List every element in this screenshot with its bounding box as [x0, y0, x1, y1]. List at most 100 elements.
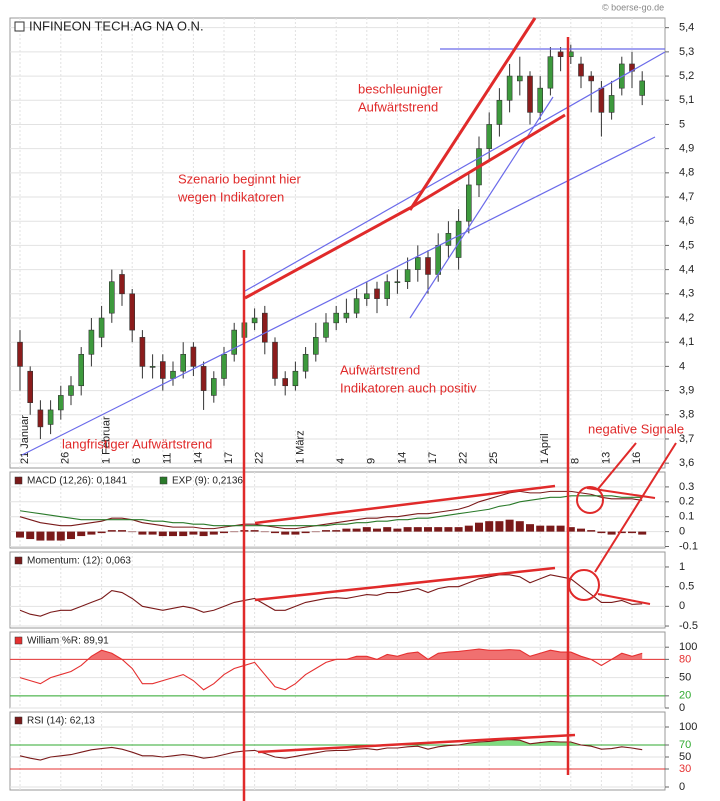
x-tick-label: 22 — [458, 452, 470, 464]
annotation: Indikatoren auch positiv — [340, 380, 477, 395]
red-trend — [244, 206, 411, 300]
overlay: beschleunigter Aufwärtstrend Szenario be… — [21, 17, 684, 801]
candle-body — [557, 51, 564, 58]
red-circle — [568, 569, 600, 601]
y-tick-label: 4,7 — [679, 191, 694, 203]
candle-body — [414, 257, 421, 270]
histogram-bar — [485, 521, 494, 532]
y-tick-label: 0 — [679, 702, 685, 714]
histogram-bar — [169, 531, 177, 537]
x-tick-label: 17 — [427, 452, 439, 464]
x-tick-label: 14 — [192, 452, 204, 464]
y-tick-label: 0.2 — [679, 496, 694, 508]
candle-body — [272, 341, 278, 379]
histogram-bar — [148, 531, 157, 535]
x-tick-label: 26 — [60, 452, 72, 464]
legend-label: Momentum: (12): 0,063 — [27, 556, 131, 567]
y-tick-label: 4 — [679, 360, 685, 372]
candle-body — [261, 312, 268, 343]
x-tick-label: 9 — [366, 458, 378, 464]
histogram-bar — [403, 527, 412, 532]
candle-body — [578, 63, 584, 77]
histogram-bar — [505, 519, 514, 532]
annotation: Szenario beginnt hier — [178, 171, 302, 186]
histogram-bar — [158, 531, 167, 537]
y-tick-label: 3,8 — [679, 409, 694, 421]
y-tick-label: 4,6 — [679, 215, 694, 227]
y-tick-label: 4,5 — [679, 239, 694, 251]
histogram-bar — [332, 530, 341, 532]
candle-body — [149, 366, 156, 368]
histogram-bar — [281, 531, 290, 535]
histogram-bar — [250, 530, 259, 532]
histogram-bar — [87, 531, 96, 535]
histogram-bar — [566, 527, 575, 532]
panel — [9, 711, 666, 791]
watermark: © boerse-go.de — [602, 2, 664, 12]
candle-body — [68, 385, 74, 396]
x-tick-label: 25 — [488, 452, 500, 464]
histogram-bar — [118, 530, 126, 532]
y-tick-label: 3,7 — [679, 433, 694, 445]
histogram-bar — [464, 525, 473, 532]
histogram-bar — [587, 530, 596, 532]
candle-body — [27, 370, 34, 403]
candle-body — [333, 312, 340, 324]
candle-body — [588, 75, 595, 82]
y-tick-label: 100 — [679, 721, 697, 733]
y-tick-label: 4,1 — [679, 336, 694, 348]
annotation: langfristiger Aufwärtstrend — [62, 436, 212, 451]
histogram-bar — [189, 531, 198, 535]
panel — [9, 471, 666, 549]
candle-body — [516, 75, 523, 82]
histogram-bar — [597, 531, 606, 534]
candle-body — [394, 281, 401, 284]
y-tick-label: 50 — [679, 751, 691, 763]
histogram-bar — [434, 527, 443, 532]
candle-body — [404, 269, 411, 283]
histogram-bar — [393, 528, 402, 532]
y-tick-label: 5,1 — [679, 94, 694, 106]
x-tick-label: 16 — [631, 452, 643, 464]
histogram-bar — [67, 531, 75, 540]
annotation: Aufwärtstrend — [340, 362, 420, 377]
red-trend — [257, 733, 576, 754]
y-tick-label: 5,3 — [679, 46, 694, 58]
candle-body — [282, 378, 289, 387]
candle-body — [486, 124, 493, 149]
histogram-bar — [638, 531, 647, 535]
candle-body — [384, 281, 391, 299]
x-tick-label: 22 — [254, 452, 266, 464]
y-tick-label: 80 — [679, 653, 691, 665]
legend-label: EXP (9): 0,2136 — [172, 476, 243, 487]
histogram-bar — [515, 521, 524, 532]
x-tick-label: 13 — [600, 452, 612, 464]
annotation: wegen Indikatoren — [177, 189, 284, 204]
y-tick-label: 50 — [679, 672, 691, 684]
legend-swatch — [14, 716, 23, 725]
y-tick-label: -0.1 — [679, 540, 698, 552]
histogram-bar — [556, 525, 565, 532]
series-line — [19, 574, 643, 617]
y-tick-label: 4,2 — [679, 312, 694, 324]
histogram-bar — [128, 531, 137, 533]
y-tick-label: 0 — [679, 600, 685, 612]
annotation: beschleunigter — [358, 81, 443, 96]
candle-body — [139, 337, 146, 367]
candle-body — [190, 346, 197, 367]
candle-body — [302, 353, 309, 372]
histogram-bar — [322, 530, 330, 532]
candle-body — [170, 370, 176, 379]
x-tick-label: 1 April — [539, 433, 551, 464]
x-tick-label: 8 — [570, 458, 582, 464]
histogram-bar — [220, 531, 228, 534]
histogram-bar — [260, 531, 269, 533]
histogram-bar — [495, 521, 504, 532]
histogram-bar — [444, 527, 453, 532]
histogram-bar — [77, 531, 86, 537]
y-tick-label: 4,9 — [679, 143, 694, 155]
legend-swatch — [14, 636, 23, 645]
chart-title: INFINEON TECH.AG NA O.N. — [29, 18, 204, 33]
panel — [9, 631, 666, 709]
